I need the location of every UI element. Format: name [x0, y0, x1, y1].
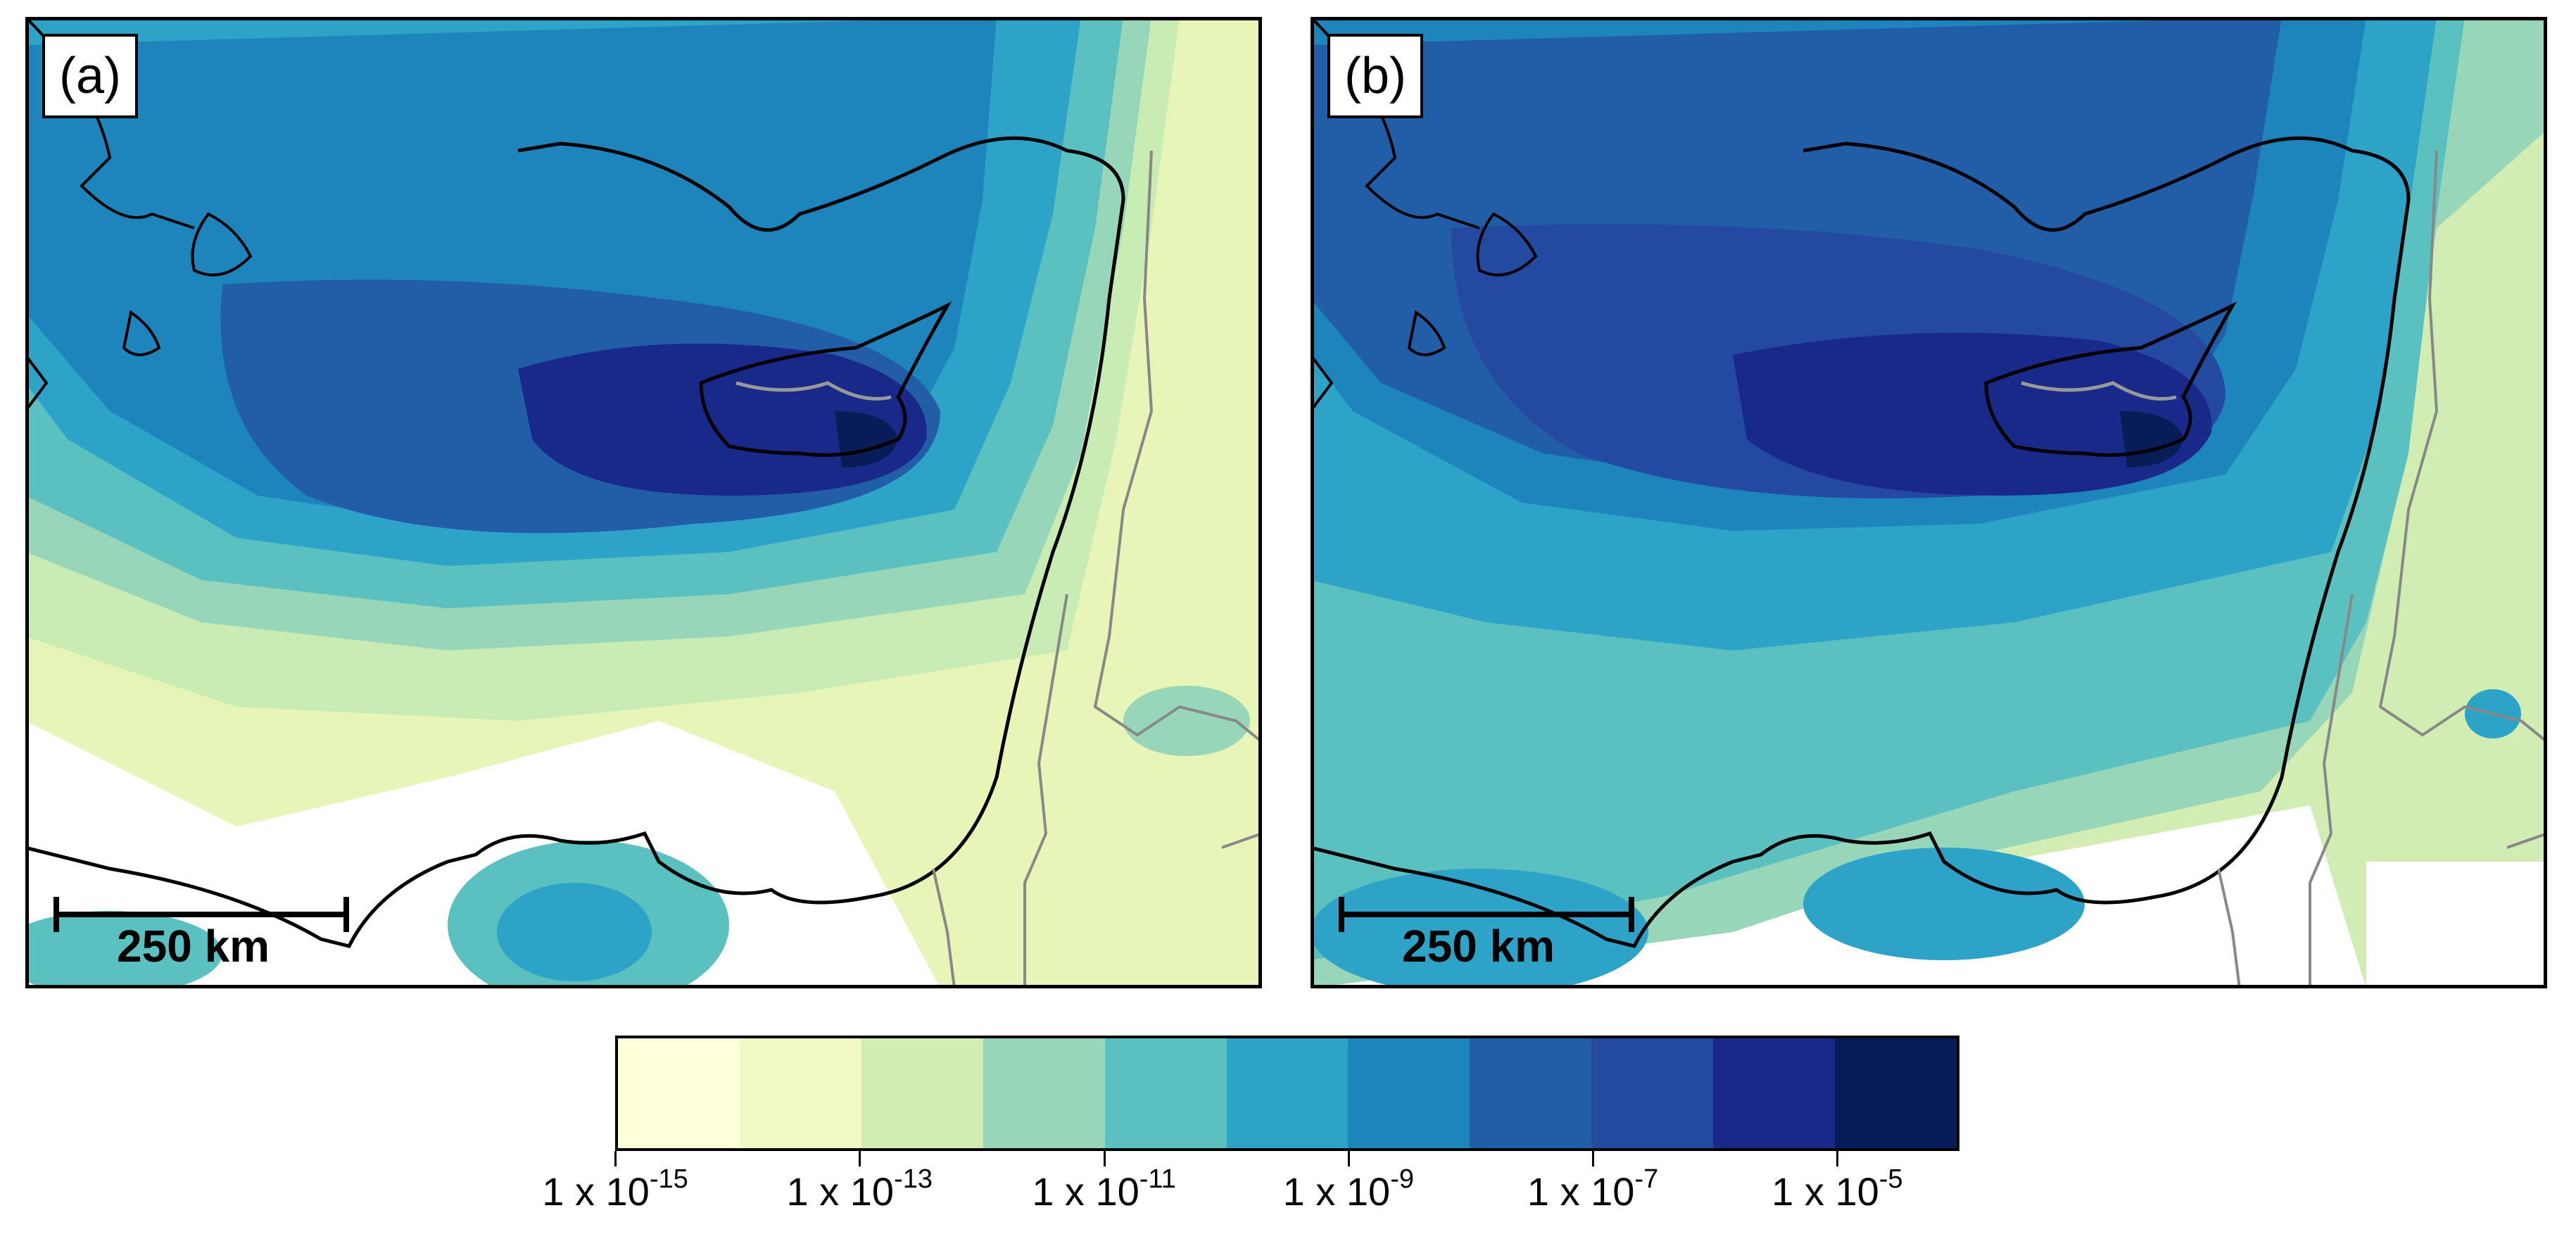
colorbar-segment	[618, 1038, 740, 1148]
colorbar-tick	[859, 1151, 861, 1166]
colorbar-tick-label: 1 x 10-7	[1527, 1164, 1658, 1214]
colorbar-tick	[614, 1151, 617, 1166]
colorbar	[615, 1036, 1959, 1151]
colorbar-tick-exponent: -13	[894, 1164, 933, 1194]
colorbar-tick-base: 1 x 10	[1772, 1169, 1879, 1214]
colorbar-tick-label: 1 x 10-11	[1032, 1164, 1176, 1214]
colorbar-tick-exponent: -9	[1390, 1164, 1414, 1194]
colorbar-tick-base: 1 x 10	[1527, 1169, 1635, 1214]
colorbar-tick-label: 1 x 10-13	[786, 1164, 933, 1214]
scale-bar-b	[1339, 897, 1634, 932]
colorbar-segment	[1713, 1038, 1836, 1148]
colorbar-segment	[1835, 1038, 1957, 1148]
colorbar-tick-base: 1 x 10	[1282, 1169, 1391, 1214]
map-panel-a: (a) 250 km	[25, 17, 1262, 988]
panel-label-a: (a)	[42, 34, 138, 118]
colorbar-tick	[1836, 1151, 1839, 1166]
concentration-field-b	[1311, 17, 2547, 988]
map-panel-b: (b) 250 km	[1311, 17, 2547, 988]
panel-label-b: (b)	[1327, 34, 1423, 118]
colorbar-segment	[1591, 1038, 1714, 1148]
colorbar-tick-label: 1 x 10-15	[542, 1164, 688, 1214]
colorbar-segment	[1104, 1038, 1227, 1148]
scale-bar-label-b: 250 km	[1402, 921, 1555, 971]
colorbar-tick-exponent: -5	[1879, 1164, 1903, 1194]
colorbar-tick-base: 1 x 10	[542, 1169, 650, 1214]
concentration-field-a	[25, 17, 1262, 988]
colorbar-tick-label: 1 x 10-9	[1282, 1164, 1414, 1214]
colorbar-tick-exponent: -7	[1634, 1164, 1659, 1194]
colorbar-tick-base: 1 x 10	[786, 1169, 895, 1214]
colorbar-segment	[1348, 1038, 1470, 1148]
colorbar-tick	[1347, 1151, 1350, 1166]
scale-bar-label-a: 250 km	[117, 921, 270, 971]
colorbar-tick	[1592, 1151, 1595, 1166]
colorbar-tick-label: 1 x 10-5	[1772, 1164, 1902, 1214]
colorbar-segment	[1226, 1038, 1349, 1148]
colorbar-tick-base: 1 x 10	[1032, 1169, 1139, 1214]
scale-bar-a	[53, 897, 349, 932]
colorbar-segment	[1470, 1038, 1592, 1148]
colorbar-tick-exponent: -15	[649, 1164, 688, 1194]
colorbar-segment	[861, 1038, 983, 1148]
colorbar-segment	[983, 1038, 1105, 1148]
colorbar-segment	[739, 1038, 861, 1148]
colorbar-tick	[1103, 1151, 1106, 1166]
colorbar-tick-exponent: -11	[1139, 1164, 1176, 1194]
